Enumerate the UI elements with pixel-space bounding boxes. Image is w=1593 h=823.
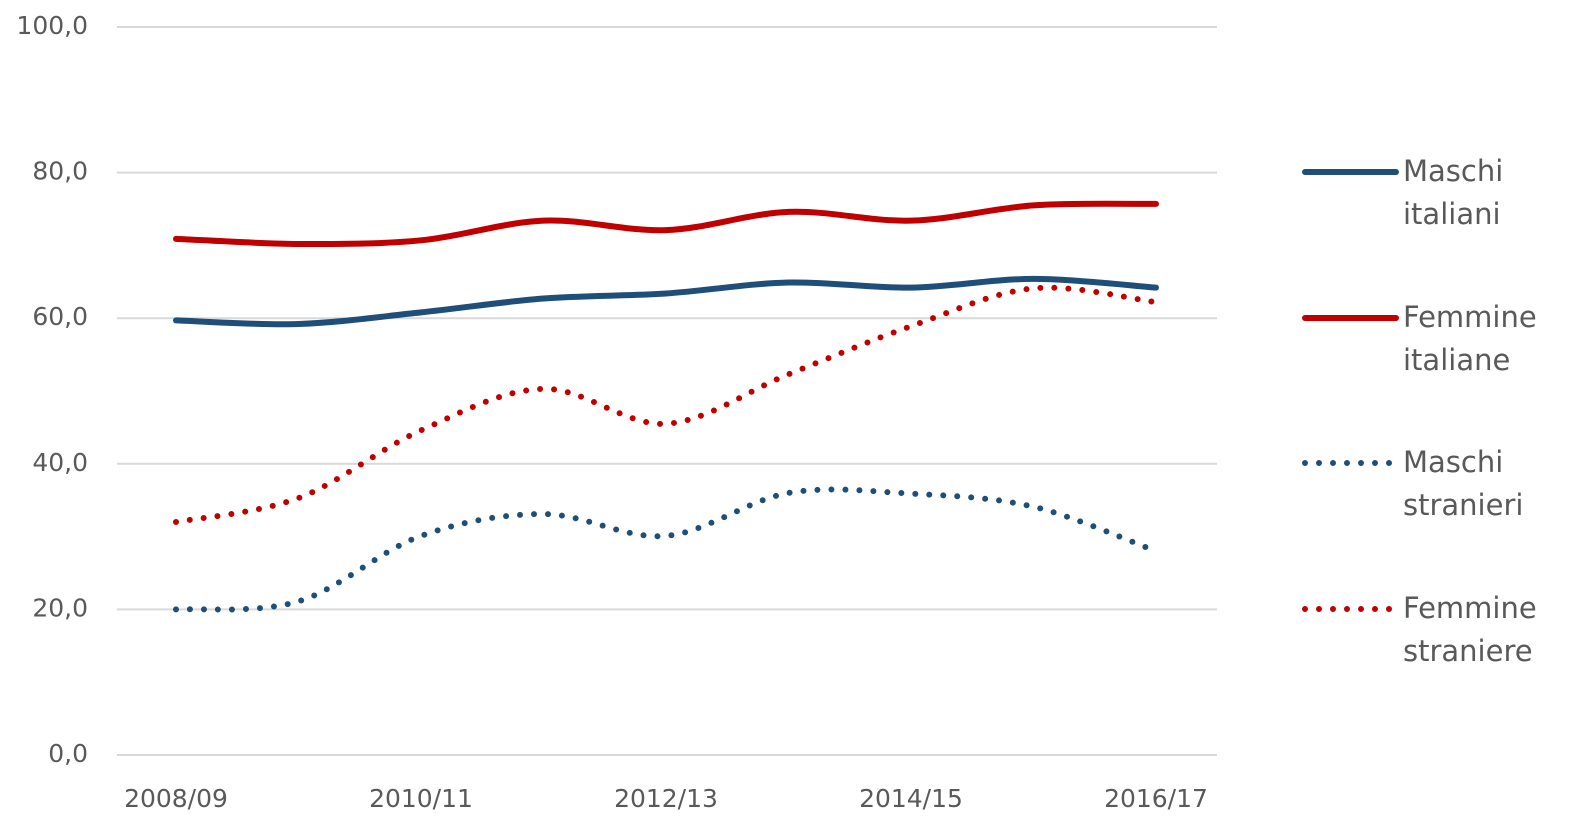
series-line: [173, 284, 1159, 526]
x-tick-label: 2014/15: [859, 784, 963, 813]
x-tick-label: 2008/09: [124, 784, 228, 813]
y-tick-label: 20,0: [32, 593, 88, 622]
y-tick-label: 40,0: [32, 448, 88, 477]
x-tick-label: 2012/13: [614, 784, 718, 813]
series-line: [173, 200, 1159, 248]
y-tick-label: 80,0: [32, 157, 88, 186]
y-tick-label: 0,0: [48, 739, 88, 768]
legend-label: Maschi italiani: [1403, 154, 1504, 231]
legend-label: Femmine straniere: [1403, 591, 1537, 668]
legend-label: Maschi stranieri: [1403, 445, 1524, 522]
y-tick-label: 100,0: [16, 11, 88, 40]
y-tick-label: 60,0: [32, 302, 88, 331]
x-tick-label: 2010/11: [369, 784, 473, 813]
legend-label: Femmine italiane: [1403, 300, 1537, 377]
series-line: [173, 275, 1159, 328]
x-tick-label: 2016/17: [1104, 784, 1208, 813]
series-line: [173, 486, 1159, 613]
